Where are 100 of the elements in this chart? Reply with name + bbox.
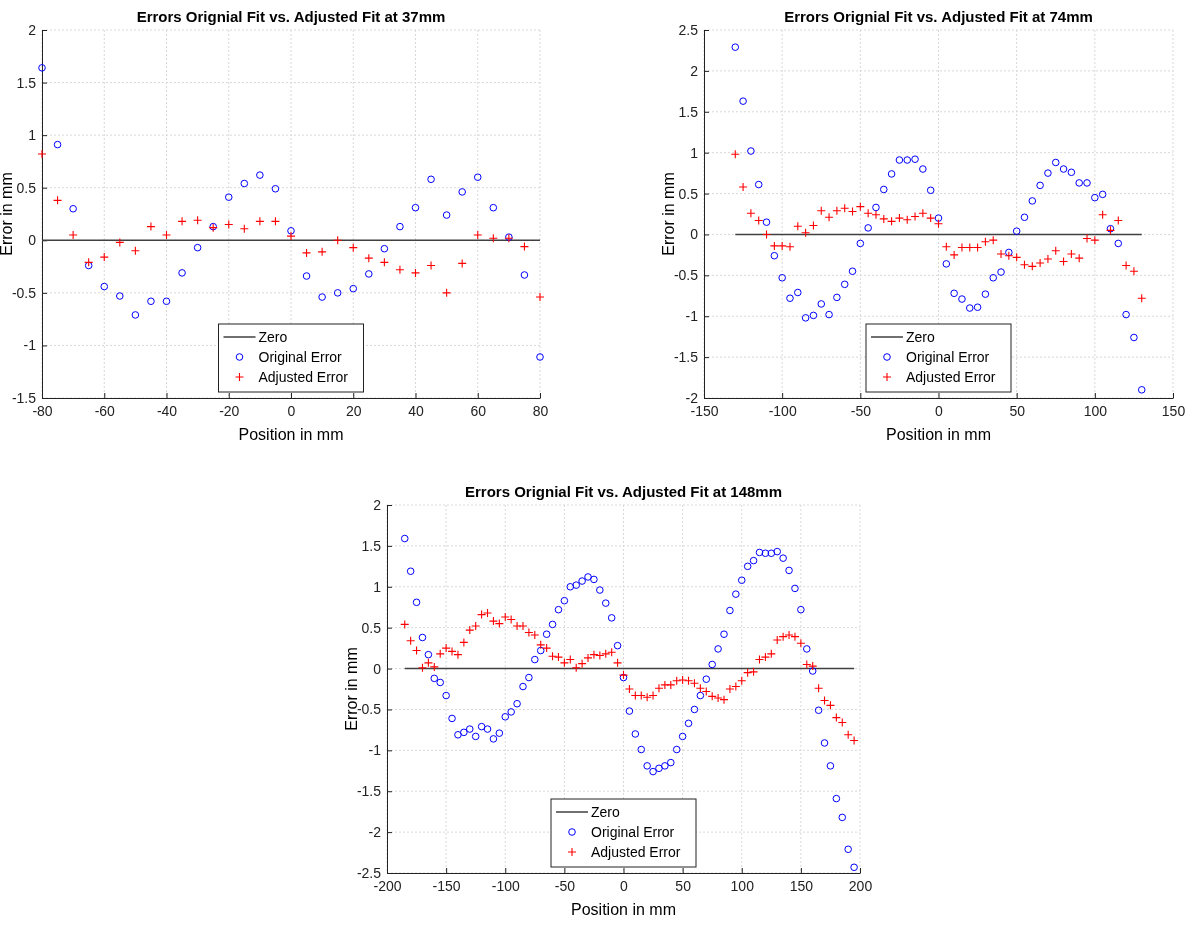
point	[794, 288, 802, 297]
legend-label: Adjusted Error	[591, 844, 681, 860]
point	[731, 43, 740, 51]
point	[778, 273, 786, 282]
x-axis-title: Position in mm	[238, 426, 344, 443]
x-tick-label: 150	[789, 877, 814, 894]
point	[777, 241, 787, 251]
y-tick-label: 1	[690, 144, 699, 161]
y-tick-label: -1	[368, 742, 382, 759]
y-axis-title: Error in mm	[660, 172, 677, 256]
legend-label: Zero	[591, 804, 620, 820]
point	[825, 310, 833, 319]
point	[1004, 251, 1014, 261]
point	[1091, 193, 1099, 202]
legend-label: Zero	[258, 329, 288, 345]
point	[536, 353, 544, 361]
point	[224, 193, 233, 201]
point	[926, 186, 935, 195]
point	[918, 208, 928, 218]
point	[1005, 248, 1013, 257]
point	[1066, 249, 1076, 259]
point	[809, 311, 818, 320]
x-tick-label: -150	[432, 877, 461, 894]
point	[1044, 169, 1052, 177]
point	[770, 251, 779, 260]
x-tick-label: 80	[532, 402, 549, 419]
point	[1036, 181, 1044, 190]
point	[365, 270, 373, 278]
point	[786, 294, 794, 303]
point	[801, 314, 810, 322]
point	[1067, 168, 1076, 177]
point	[887, 170, 896, 178]
y-tick-label: 0.5	[361, 619, 382, 636]
point	[746, 208, 756, 218]
point	[785, 242, 795, 252]
point	[840, 280, 849, 289]
point	[824, 212, 834, 222]
point	[926, 213, 936, 223]
legend-label: Original Error	[906, 349, 990, 365]
x-tick-label: 0	[620, 877, 629, 894]
point	[349, 284, 358, 293]
point	[856, 239, 865, 248]
point	[68, 230, 78, 240]
x-tick-label: -50	[554, 877, 576, 894]
point	[317, 247, 327, 257]
point	[131, 311, 140, 319]
y-tick-label: -1.5	[673, 349, 699, 366]
x-tick-label: -50	[850, 402, 872, 419]
y-tick-label: 0	[28, 232, 37, 249]
point	[942, 260, 951, 268]
point	[919, 165, 927, 173]
point	[333, 289, 342, 297]
chart-title: Errors Orignial Fit vs. Adjusted Fit at 148mm	[464, 483, 783, 500]
point	[99, 252, 109, 262]
legend-label: Adjusted Error	[906, 369, 996, 385]
point	[1082, 233, 1092, 244]
point	[162, 297, 171, 306]
point	[934, 214, 943, 222]
y-tick-label: 2	[373, 496, 382, 513]
point	[1043, 254, 1053, 264]
point	[1121, 260, 1131, 271]
point	[996, 249, 1006, 259]
point	[871, 210, 881, 220]
x-tick-label: -20	[219, 402, 240, 419]
point	[178, 269, 186, 277]
point	[302, 248, 312, 258]
point	[848, 267, 857, 276]
point	[442, 211, 451, 219]
point	[287, 227, 295, 235]
y-tick-label: -0.5	[356, 701, 382, 718]
y-tick-label: 2	[690, 62, 699, 79]
y-tick-label: 1.5	[361, 537, 382, 554]
point	[100, 282, 109, 291]
x-axis-title: Position in mm	[886, 426, 991, 443]
point	[286, 231, 296, 241]
point	[832, 206, 842, 216]
point	[864, 224, 872, 232]
x-tick-label: 200	[848, 877, 873, 894]
point	[255, 216, 265, 226]
point	[1051, 158, 1060, 167]
x-tick-label: 100	[1083, 402, 1108, 419]
point	[177, 216, 187, 226]
y-tick-label: -1.5	[356, 783, 382, 800]
point	[271, 184, 280, 193]
point	[872, 203, 880, 212]
point	[396, 222, 404, 231]
point	[762, 218, 771, 226]
x-axis-title: Position in mm	[571, 901, 676, 918]
point	[903, 156, 912, 164]
point	[769, 241, 779, 251]
point	[973, 303, 982, 312]
x-tick-label: -100	[768, 402, 797, 419]
y-tick-label: -0.5	[11, 284, 37, 301]
y-tick-label: 0.5	[678, 185, 699, 202]
point	[997, 268, 1005, 276]
point	[879, 214, 889, 224]
x-tick-label: 40	[408, 402, 424, 419]
x-tick-label: 20	[345, 402, 362, 419]
point	[754, 180, 763, 189]
point	[427, 175, 435, 184]
